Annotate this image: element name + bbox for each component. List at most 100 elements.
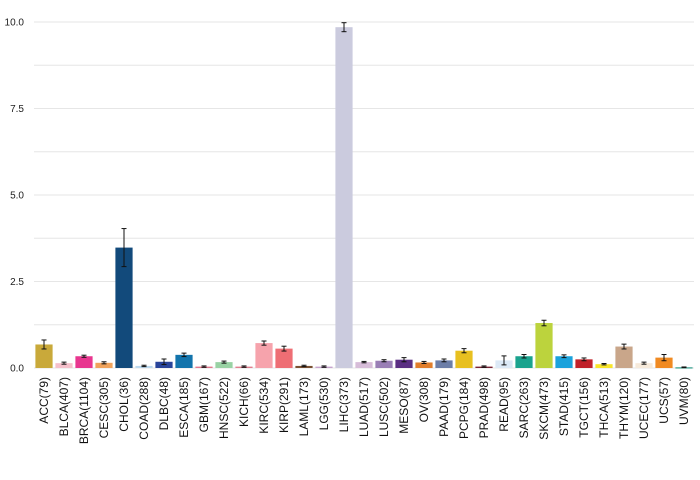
error-bar: [621, 343, 627, 350]
x-tick-label: OV(308): [417, 377, 431, 422]
bar: [55, 363, 73, 368]
error-bar: [41, 339, 47, 350]
error-bar: [281, 345, 287, 352]
x-tick-label: BLCA(407): [57, 377, 71, 436]
x-tick-label: KIRC(534): [257, 377, 271, 434]
error-bar: [141, 364, 147, 368]
x-tick-label: PRAD(498): [477, 377, 491, 438]
bar: [555, 356, 573, 368]
error-bar: [261, 340, 267, 346]
x-tick-label: UVM(80): [677, 377, 691, 425]
x-tick-label: BRCA(1104): [77, 377, 91, 444]
error-bar: [681, 366, 687, 369]
x-tick-label: HNSC(522): [217, 377, 231, 439]
error-bar: [501, 355, 507, 366]
bar: [255, 343, 273, 368]
bar: [375, 360, 393, 368]
x-tick-label: SARC(263): [517, 377, 531, 438]
error-bar: [601, 363, 607, 366]
x-tick-label: LAML(173): [297, 377, 311, 436]
error-bar: [661, 354, 667, 362]
error-bar: [581, 357, 587, 362]
error-bar: [241, 365, 247, 368]
x-tick-label: LIHC(373): [337, 377, 351, 432]
y-tick-label: 10.0: [5, 18, 25, 29]
x-tick-label: KICH(66): [237, 377, 251, 427]
y-tick-label: 2.5: [10, 277, 24, 288]
y-axis-ticks: 0.0 2.5 5.0 7.5 10.0: [5, 18, 25, 375]
bar: [575, 359, 593, 368]
x-tick-label: KIRP(291): [277, 377, 291, 433]
bar: [335, 27, 353, 368]
x-tick-label: ESCA(185): [177, 377, 191, 438]
error-bar: [561, 354, 567, 359]
error-bar: [321, 365, 327, 368]
error-bar: [221, 360, 227, 364]
error-bar: [381, 359, 387, 363]
bar: [595, 364, 613, 368]
x-tick-label: LUSC(502): [377, 377, 391, 437]
bar: [75, 356, 93, 368]
x-tick-label: GBM(167): [197, 377, 211, 432]
bar: [635, 363, 653, 368]
y-tick-label: 7.5: [10, 104, 24, 115]
x-tick-label: UCS(57): [657, 377, 671, 424]
bar: [455, 350, 473, 368]
bar: [415, 362, 433, 368]
error-bar: [421, 360, 427, 365]
x-tick-label: THCA(513): [597, 377, 611, 438]
error-bar: [401, 357, 407, 363]
error-bar: [201, 365, 207, 368]
error-bar: [461, 348, 467, 354]
error-bar: [161, 358, 167, 366]
x-tick-label: LGG(530): [317, 377, 331, 430]
x-tick-label: THYM(120): [617, 377, 631, 439]
x-tick-label: ACC(79): [37, 377, 51, 424]
x-tick-label: STAD(415): [557, 377, 571, 436]
x-tick-label: COAD(288): [137, 377, 151, 440]
error-bar: [521, 354, 527, 359]
error-bars: [41, 22, 687, 369]
error-bar: [541, 319, 547, 327]
bar: [615, 346, 633, 368]
error-bar: [641, 361, 647, 365]
x-tick-label: TGCT(156): [577, 377, 591, 438]
bar: [95, 362, 113, 368]
bar: [435, 360, 453, 368]
x-tick-label: PAAD(179): [437, 377, 451, 437]
error-bar: [81, 354, 87, 358]
error-bar: [181, 352, 187, 358]
x-tick-label: MESO(87): [397, 377, 411, 434]
error-bar: [121, 228, 127, 268]
error-bar: [101, 361, 107, 365]
y-tick-label: 0.0: [10, 364, 24, 375]
x-tick-label: SKCM(473): [537, 377, 551, 440]
x-tick-label: LUAD(517): [357, 377, 371, 437]
error-bar: [341, 22, 347, 33]
bar: [115, 247, 133, 368]
x-tick-label: UCEC(177): [637, 377, 651, 439]
x-axis-ticks: ACC(79) BLCA(407) BRCA(1104) CESC(305) CHOL(…: [37, 377, 691, 444]
bar: [535, 323, 553, 368]
bar: [35, 344, 53, 368]
y-tick-label: 5.0: [10, 191, 24, 202]
bar: [515, 356, 533, 368]
x-tick-label: CESC(305): [97, 377, 111, 438]
error-bar: [441, 358, 447, 363]
bar: [395, 359, 413, 368]
error-bar: [481, 365, 487, 368]
bars: [35, 27, 693, 369]
error-bar: [361, 360, 367, 364]
bar: [215, 362, 233, 368]
gridlines: [34, 21, 694, 369]
error-bar: [301, 364, 307, 368]
x-tick-label: DLBC(48): [157, 377, 171, 430]
x-tick-label: PCPG(184): [457, 377, 471, 439]
bar: [275, 348, 293, 368]
bar: [655, 357, 673, 368]
error-bar: [61, 361, 67, 365]
x-tick-label: READ(95): [497, 377, 511, 432]
bar: [175, 354, 193, 368]
x-tick-label: CHOL(36): [117, 377, 131, 432]
